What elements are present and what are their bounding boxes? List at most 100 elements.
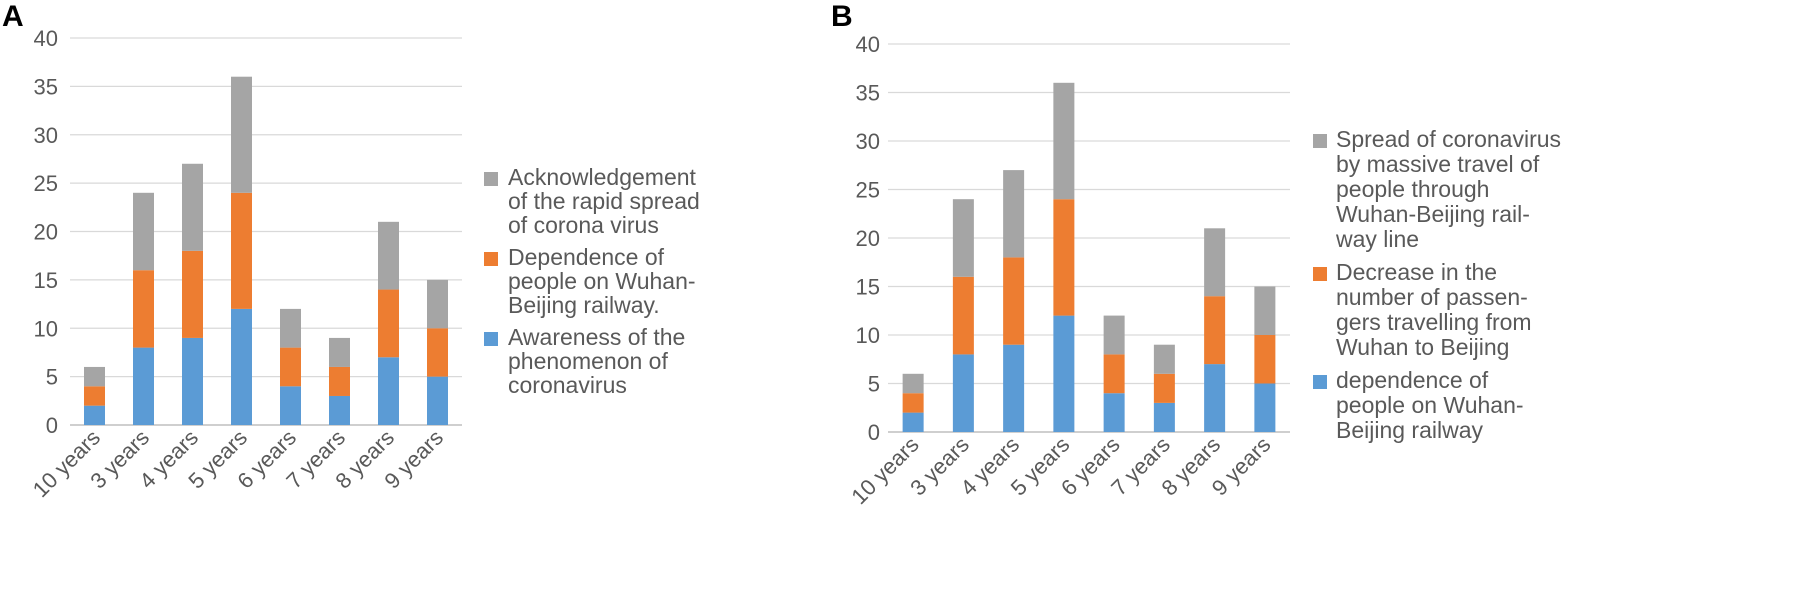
- chart-b-bar-segment-1: [1254, 383, 1276, 432]
- chart-b-legend-text: Decrease in the: [1336, 259, 1497, 285]
- chart-b-legend-text: Wuhan to Beijing: [1336, 334, 1509, 360]
- chart-b-legend-text: way line: [1335, 226, 1419, 252]
- chart-a-legend-text: Acknowledgement: [508, 164, 697, 190]
- chart-b-bar-segment-3: [952, 199, 974, 277]
- chart-b-bar-segment-1: [1003, 344, 1025, 432]
- chart-a-legend-swatch: [484, 172, 498, 186]
- chart-a-bar-segment-2: [280, 347, 301, 387]
- chart-b-bar-segment-3: [1053, 82, 1075, 200]
- chart-a-legend-text: of corona virus: [508, 212, 659, 238]
- chart-a-bar-segment-2: [427, 328, 448, 377]
- chart-a-bar-segment-3: [133, 192, 154, 271]
- chart-b-legend-text: people on Wuhan-: [1336, 392, 1524, 418]
- chart-a-bar-segment-2: [133, 270, 154, 348]
- chart-b-category-label: 10 years: [846, 432, 923, 509]
- chart-a-y-tick-label: 25: [34, 171, 58, 196]
- chart-a-bar-segment-3: [231, 76, 252, 193]
- chart-a-bar-segment-2: [182, 250, 203, 338]
- chart-a-y-tick-label: 5: [46, 365, 58, 390]
- chart-a-bar-segment-2: [84, 386, 105, 406]
- chart-a-bar-segment-1: [378, 357, 399, 425]
- chart-b-bar-segment-1: [1153, 402, 1175, 432]
- chart-a-y-tick-label: 20: [34, 220, 58, 245]
- chart-a-legend-text: phenomenon of: [508, 348, 668, 374]
- chart-b-legend-text: people through: [1336, 176, 1489, 202]
- chart-a-bar-segment-2: [378, 289, 399, 358]
- chart-a-legend-text: coronavirus: [508, 372, 627, 398]
- chart-b-bar-segment-1: [1204, 364, 1226, 432]
- chart-a-y-tick-label: 40: [34, 26, 58, 51]
- chart-b-y-tick-label: 35: [856, 81, 880, 106]
- chart-a-legend-text: people on Wuhan-: [508, 268, 696, 294]
- chart-b-y-tick-label: 15: [856, 275, 880, 300]
- chart-a-bar-segment-2: [329, 366, 350, 396]
- chart-a-y-tick-label: 10: [34, 316, 58, 341]
- chart-b-y-tick-label: 0: [868, 420, 880, 445]
- chart-b-bar-segment-1: [1103, 393, 1125, 432]
- chart-a-category-label: 10 years: [28, 425, 105, 502]
- chart-a-bar-segment-2: [231, 192, 252, 309]
- chart-a-bar-segment-1: [427, 376, 448, 425]
- chart-a-bar-segment-3: [378, 221, 399, 290]
- chart-b-bar-segment-3: [1204, 228, 1226, 297]
- chart-b-bar-segment-2: [1003, 257, 1025, 345]
- chart-b-legend-text: Spread of coronavirus: [1336, 126, 1561, 152]
- chart-b-bar-segment-3: [1254, 286, 1276, 335]
- chart-b-bar-segment-3: [1103, 315, 1125, 355]
- chart-b-bar-segment-3: [1003, 170, 1025, 258]
- chart-b-bar-segment-1: [952, 354, 974, 432]
- chart-b-legend-swatch: [1313, 375, 1327, 389]
- chart-a-bar-segment-1: [280, 386, 301, 425]
- chart-a-bar-segment-3: [182, 163, 203, 251]
- chart-b-legend-text: number of passen-: [1336, 284, 1528, 310]
- chart-b-legend-text: gers travelling from: [1336, 309, 1532, 335]
- chart-b-y-tick-label: 25: [856, 178, 880, 203]
- chart-a-bar-segment-1: [182, 337, 203, 425]
- chart-b-bar-segment-1: [902, 412, 924, 432]
- chart-b-y-tick-label: 5: [868, 372, 880, 397]
- chart-b-bar-segment-2: [1254, 335, 1276, 384]
- chart-b-legend-text: dependence of: [1336, 367, 1489, 393]
- chart-b-bar-segment-2: [1103, 354, 1125, 394]
- chart-a-bar-segment-1: [329, 395, 350, 425]
- chart-b-legend-text: Beijing railway: [1336, 417, 1484, 443]
- chart-a-bar-segment-1: [133, 347, 154, 425]
- chart-a-bar-segment-1: [231, 308, 252, 425]
- chart-b-bar-segment-2: [902, 393, 924, 413]
- chart-b-legend-text: Wuhan-Beijing rail-: [1336, 201, 1530, 227]
- chart-b-y-tick-label: 20: [856, 226, 880, 251]
- chart-a-legend-swatch: [484, 252, 498, 266]
- chart-b-bar-segment-2: [952, 276, 974, 355]
- chart-a-bar-segment-3: [280, 308, 301, 348]
- chart-b-bar-segment-2: [1053, 199, 1075, 316]
- chart-b-bar-segment-2: [1204, 296, 1226, 365]
- chart-b-bar-segment-3: [1153, 344, 1175, 374]
- chart-b-legend-swatch: [1313, 134, 1327, 148]
- chart-b-y-tick-label: 40: [856, 32, 880, 57]
- chart-a-bar-segment-1: [84, 405, 105, 425]
- chart-a-y-tick-label: 30: [34, 123, 58, 148]
- chart-a-y-tick-label: 15: [34, 268, 58, 293]
- chart-a-y-tick-label: 0: [46, 413, 58, 438]
- chart-a-panel-label: A: [2, 0, 24, 33]
- chart-b-bar-segment-1: [1053, 315, 1075, 432]
- chart-a-legend-text: Beijing railway.: [508, 292, 660, 318]
- chart-b-y-tick-label: 30: [856, 129, 880, 154]
- chart-b-y-tick-label: 10: [856, 323, 880, 348]
- chart-b-bar-segment-3: [902, 373, 924, 394]
- chart-b-legend-swatch: [1313, 267, 1327, 281]
- chart-a-y-tick-label: 35: [34, 74, 58, 99]
- chart-a-legend-swatch: [484, 332, 498, 346]
- chart-a-bar-segment-3: [84, 366, 105, 387]
- chart-a-bar-segment-3: [329, 337, 350, 367]
- chart-b-panel-label: B: [831, 0, 853, 33]
